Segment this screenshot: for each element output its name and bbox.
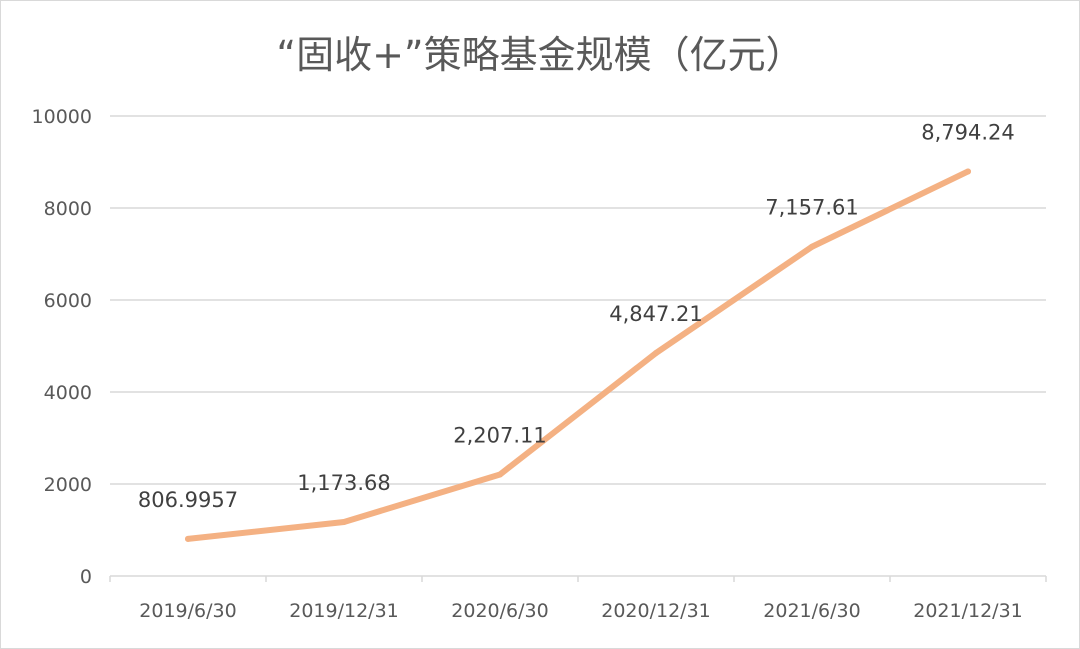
data-point [341, 519, 347, 526]
data-label: 1,173.68 [297, 471, 391, 495]
x-tick-label: 2019/12/31 [289, 600, 399, 622]
data-point [185, 535, 191, 542]
series-group [185, 168, 971, 542]
data-point [653, 350, 659, 357]
y-tick-label: 2000 [44, 474, 92, 496]
y-tick-label: 8000 [44, 198, 92, 220]
data-point [809, 243, 815, 250]
x-tick-label: 2020/12/31 [601, 600, 711, 622]
chart-title: “固收+”策略基金规模（亿元） [276, 33, 803, 77]
y-tick-label: 4000 [44, 382, 92, 404]
gridlines [110, 115, 1046, 485]
y-tick-label: 0 [80, 566, 92, 588]
x-axis: 2019/6/30 2019/12/31 2020/6/30 2020/12/31 20… [109, 575, 1047, 622]
x-tick-label: 2020/6/30 [451, 600, 548, 622]
y-tick-label: 6000 [44, 290, 92, 312]
data-label: 7,157.61 [765, 196, 859, 220]
data-label: 806.9957 [138, 488, 238, 512]
data-label: 2,207.11 [453, 423, 547, 447]
x-tick-label: 2021/12/31 [913, 600, 1023, 622]
data-label: 4,847.21 [609, 302, 703, 326]
series-line [185, 168, 971, 542]
y-axis: 0 2000 4000 6000 8000 10000 [32, 106, 92, 588]
data-label: 8,794.24 [921, 120, 1015, 144]
x-tick-label: 2021/6/30 [763, 600, 860, 622]
data-point [497, 471, 503, 478]
x-tick-label: 2019/6/30 [139, 600, 236, 622]
data-labels: 806.9957 1,173.68 2,207.11 4,847.21 7,157.61… [138, 120, 1015, 511]
data-point [965, 168, 971, 175]
y-tick-label: 10000 [32, 106, 92, 128]
